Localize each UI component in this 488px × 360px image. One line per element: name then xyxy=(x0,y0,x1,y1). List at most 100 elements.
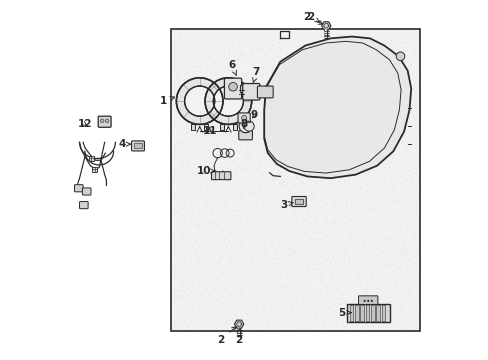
Point xyxy=(322,77,330,82)
Point xyxy=(220,143,227,148)
Point xyxy=(222,290,229,296)
Point xyxy=(341,132,348,138)
Point xyxy=(339,147,347,153)
Point xyxy=(264,184,272,189)
Point xyxy=(314,92,322,98)
Point xyxy=(412,62,420,68)
Point xyxy=(203,162,211,167)
Point xyxy=(399,257,407,262)
Point xyxy=(349,283,357,288)
Point xyxy=(383,56,391,62)
Point xyxy=(353,155,361,161)
Point xyxy=(173,148,181,154)
Point xyxy=(367,220,375,226)
Point xyxy=(257,298,265,304)
Point xyxy=(376,215,384,221)
Point xyxy=(382,249,390,255)
Point xyxy=(364,68,371,74)
Point xyxy=(366,248,374,253)
Point xyxy=(203,89,210,94)
Point xyxy=(380,278,387,284)
Point xyxy=(291,126,299,132)
Point xyxy=(270,143,278,149)
Point xyxy=(176,288,184,294)
Point xyxy=(396,233,404,238)
Point xyxy=(325,91,333,97)
Point xyxy=(289,69,297,75)
Point xyxy=(218,180,226,186)
Point xyxy=(195,213,203,219)
Point xyxy=(339,317,346,323)
Point xyxy=(351,101,359,107)
Point xyxy=(343,34,351,40)
Point xyxy=(346,197,353,203)
Point xyxy=(180,246,188,251)
Point xyxy=(307,231,315,237)
Point xyxy=(174,242,182,248)
Point xyxy=(193,169,201,175)
Point xyxy=(356,151,364,157)
Point xyxy=(374,146,382,152)
Point xyxy=(247,155,255,161)
Point xyxy=(286,219,294,224)
Point xyxy=(292,140,300,146)
Point xyxy=(345,209,353,215)
Point xyxy=(239,138,246,144)
Point xyxy=(301,166,309,171)
Point xyxy=(214,314,222,320)
Point xyxy=(350,48,358,53)
Point xyxy=(171,147,179,152)
Point xyxy=(296,291,304,297)
Point xyxy=(259,157,267,162)
Point xyxy=(281,229,288,235)
Point xyxy=(210,55,218,61)
Point xyxy=(402,74,410,80)
Point xyxy=(231,129,239,134)
Point xyxy=(348,205,356,211)
Point xyxy=(386,189,394,194)
Point xyxy=(348,173,356,179)
Point xyxy=(280,109,288,115)
Point xyxy=(177,42,185,48)
Point xyxy=(385,188,392,194)
Point xyxy=(309,260,317,266)
Point xyxy=(336,66,344,72)
Point xyxy=(188,248,196,254)
Point xyxy=(321,244,329,249)
Point xyxy=(364,306,372,311)
Point xyxy=(385,166,393,171)
Point xyxy=(375,122,383,128)
Point xyxy=(196,304,204,310)
Point xyxy=(411,203,419,209)
Point xyxy=(209,245,217,251)
Point xyxy=(381,96,388,102)
Point xyxy=(324,205,331,211)
Point xyxy=(288,161,296,167)
Point xyxy=(389,229,397,235)
Point xyxy=(233,321,241,327)
Point xyxy=(224,80,231,86)
Point xyxy=(399,82,407,87)
Point xyxy=(352,248,360,253)
Point xyxy=(191,71,199,77)
Point xyxy=(267,74,275,80)
Point xyxy=(258,208,265,214)
Point xyxy=(304,176,312,182)
Point xyxy=(292,68,300,74)
Point xyxy=(332,161,340,167)
Point xyxy=(295,32,303,37)
Point xyxy=(320,116,327,122)
Point xyxy=(212,223,220,229)
Point xyxy=(181,133,189,139)
Point xyxy=(271,37,279,43)
Point xyxy=(397,83,405,89)
Point xyxy=(394,158,402,164)
Point xyxy=(276,64,284,69)
Point xyxy=(359,292,366,298)
Point xyxy=(289,82,297,88)
Point xyxy=(269,61,277,67)
Point xyxy=(365,172,373,177)
Point xyxy=(402,60,410,66)
Point xyxy=(327,35,335,40)
Point xyxy=(285,53,293,59)
